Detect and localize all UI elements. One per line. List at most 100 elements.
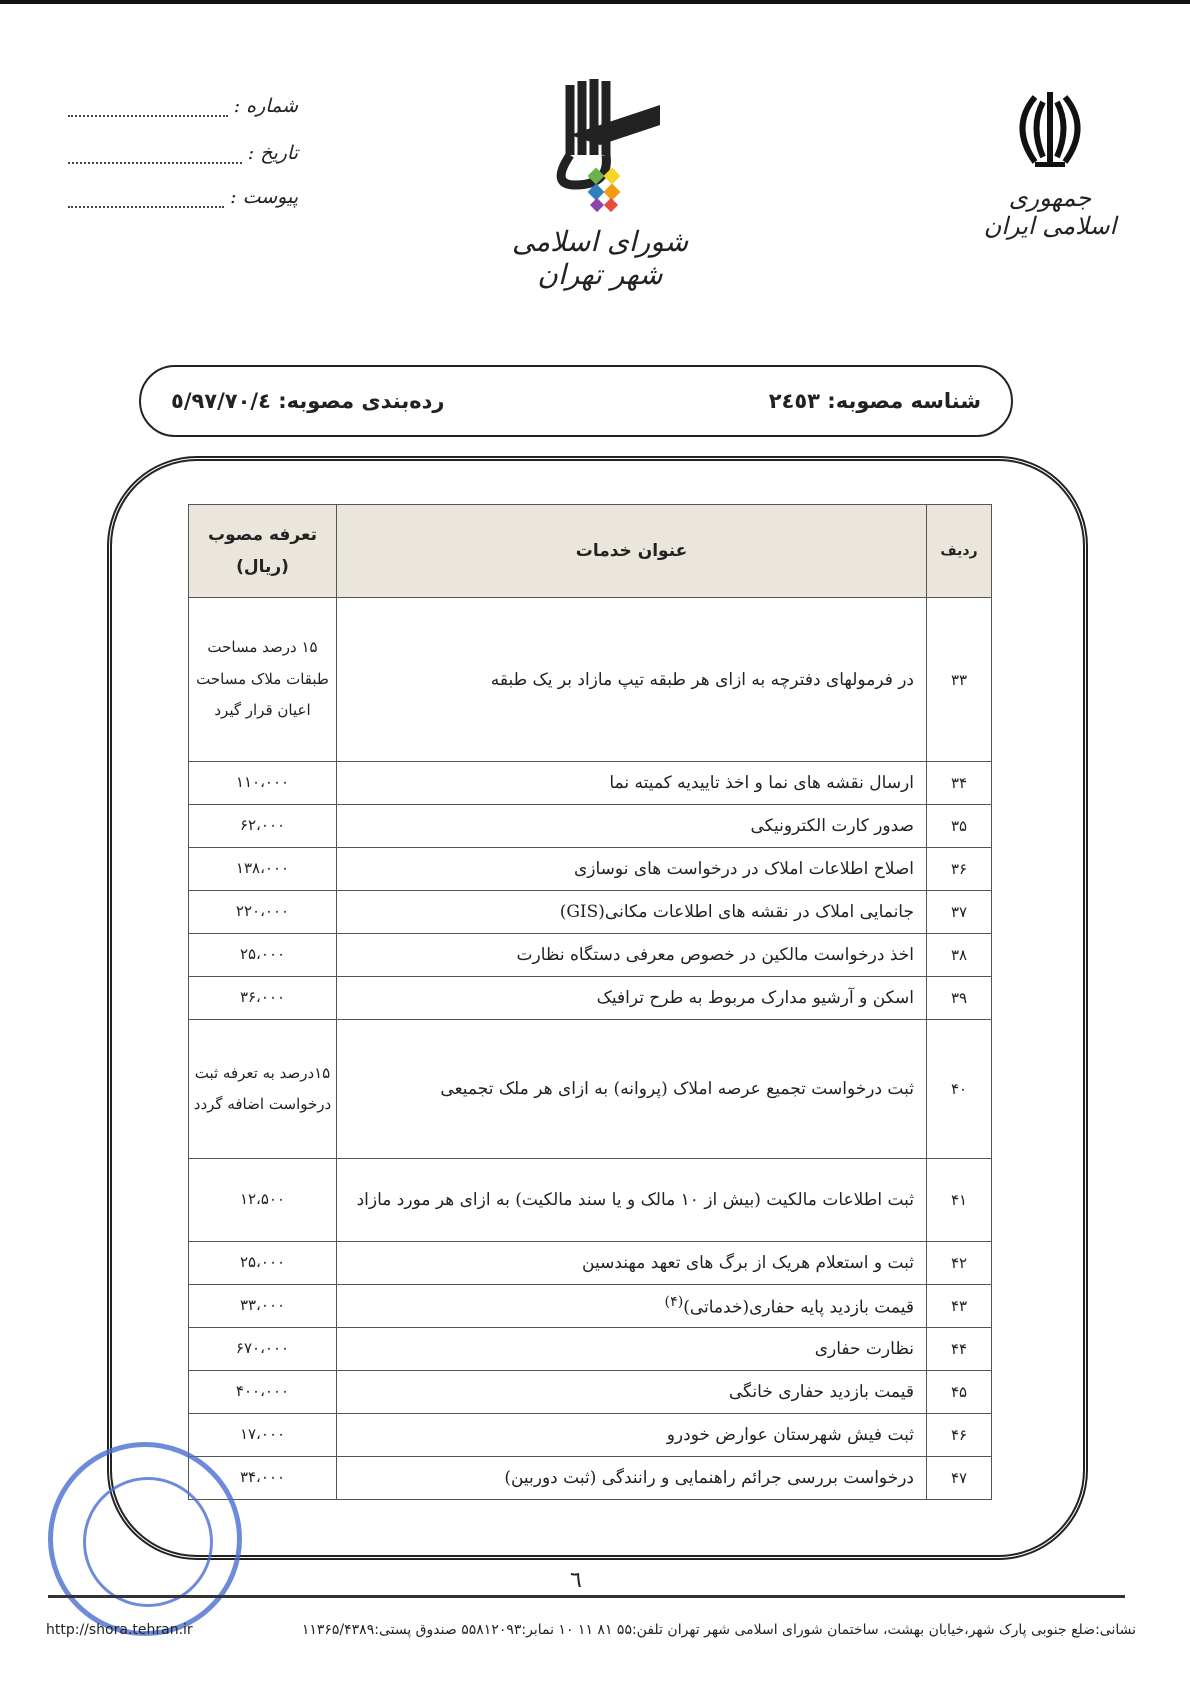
service-text: ثبت اطلاعات مالکیت (بیش از ۱۰ مالک و یا … (356, 1190, 914, 1210)
resolution-id: شناسه مصوبه: ۲٤٥۳ (768, 389, 981, 413)
date-label: تاریخ : (247, 142, 298, 164)
service-text: درخواست بررسی جرائم راهنمایی و رانندگی (… (504, 1468, 914, 1488)
table-row: ۴۲ ثبت و استعلام هریک از برگ های تعهد مه… (188, 1241, 992, 1285)
council-logo-icon (556, 79, 660, 213)
footer-address: نشانی:ضلع جنوبی پارک شهر،خیابان بهشت، سا… (301, 1622, 1136, 1638)
row-number: ۴۶ (926, 1413, 992, 1457)
service-text: در فرمولهای دفترچه به ازای هر طبقه تیپ م… (490, 669, 914, 690)
service-text: قیمت بازدید پایه حفاری(خدماتی) (683, 1297, 914, 1318)
approved-fee: ۲۲۰،۰۰۰ (188, 890, 337, 934)
service-title: قیمت بازدید حفاری خانگی (336, 1370, 927, 1414)
logo-caption: شورای اسلامی شهر تهران (511, 225, 689, 291)
service-title: ثبت فیش شهرستان عوارض خودرو (336, 1413, 927, 1457)
table-row: ۳۵ صدور کارت الکترونیکی ۶۲،۰۰۰ (188, 804, 992, 848)
tariff-table: ردیف عنوان خدمات تعرفه مصوب (ریال) ۳۳ در… (188, 504, 992, 1500)
footer-divider (48, 1595, 1125, 1598)
service-text: اسکن و آرشیو مدارک مربوط به طرح ترافیک (596, 988, 914, 1008)
date-field: تاریخ : (68, 142, 298, 164)
service-text: ثبت درخواست تجمیع عرصه املاک (پروانه) به… (440, 1079, 914, 1099)
service-title: ثبت و استعلام هریک از برگ های تعهد مهندس… (336, 1241, 927, 1285)
service-title: نظارت حفاری (336, 1327, 927, 1371)
footer-url[interactable]: http://shora.tehran.ir (46, 1622, 193, 1638)
table-row: ۴۱ ثبت اطلاعات مالکیت (بیش از ۱۰ مالک و … (188, 1158, 992, 1242)
number-field: شماره : (68, 95, 298, 117)
date-blank (68, 150, 242, 164)
council-stamp (48, 1442, 242, 1636)
table-row: ۳۹ اسکن و آرشیو مدارک مربوط به طرح ترافی… (188, 976, 992, 1020)
resolution-classification: رده‌بندی مصوبه: ٥/۹۷/۷۰/٤ (171, 389, 445, 413)
service-text: نظارت حفاری (814, 1339, 914, 1359)
table-row: ۴۰ ثبت درخواست تجمیع عرصه املاک (پروانه)… (188, 1019, 992, 1159)
approved-fee: ۱۵درصد به تعرفه ثبت درخواست اضافه گردد (188, 1019, 337, 1159)
service-title: صدور کارت الکترونیکی (336, 804, 927, 848)
service-title: ثبت اطلاعات مالکیت (بیش از ۱۰ مالک و یا … (336, 1158, 927, 1242)
approved-fee: ۱۷،۰۰۰ (188, 1413, 337, 1457)
table-row: ۳۴ ارسال نقشه های نما و اخذ تاییدیه کمیت… (188, 761, 992, 805)
service-text: صدور کارت الکترونیکی (750, 816, 914, 836)
row-number: ۳۵ (926, 804, 992, 848)
service-text: ثبت و استعلام هریک از برگ های تعهد مهندس… (582, 1253, 914, 1273)
table-row: ۳۷ جانمایی املاک در نقشه های اطلاعات مکا… (188, 890, 992, 934)
table-row: ۴۳ قیمت بازدید پایه حفاری(خدماتی)(۴) ۳۳،… (188, 1284, 992, 1328)
service-text: جانمایی املاک در نقشه های اطلاعات مکانی(… (559, 902, 914, 922)
approved-fee: ۳۶،۰۰۰ (188, 976, 337, 1020)
footer: نشانی:ضلع جنوبی پارک شهر،خیابان بهشت، سا… (46, 1622, 1136, 1638)
service-title: جانمایی املاک در نقشه های اطلاعات مکانی(… (336, 890, 927, 934)
emblem-icon (1019, 92, 1081, 167)
col-approved-fee: تعرفه مصوب (ریال) (188, 504, 337, 598)
number-blank (68, 103, 228, 117)
service-text: ثبت فیش شهرستان عوارض خودرو (666, 1425, 914, 1445)
approved-fee: ۲۵،۰۰۰ (188, 1241, 337, 1285)
row-number: ۴۱ (926, 1158, 992, 1242)
col-service-title: عنوان خدمات (336, 504, 927, 598)
footnote-ref: (۴) (664, 1294, 684, 1311)
row-number: ۳۷ (926, 890, 992, 934)
row-number: ۴۰ (926, 1019, 992, 1159)
approved-fee: ۶۲،۰۰۰ (188, 804, 337, 848)
attachment-blank (68, 194, 225, 208)
service-title: اخذ درخواست مالکین در خصوص معرفی دستگاه … (336, 933, 927, 977)
approved-fee: ۳۳،۰۰۰ (188, 1284, 337, 1328)
row-number: ۳۳ (926, 597, 992, 762)
service-text: اخذ درخواست مالکین در خصوص معرفی دستگاه … (516, 945, 914, 965)
row-number: ۴۷ (926, 1456, 992, 1500)
table-row: ۴۷ درخواست بررسی جرائم راهنمایی و رانندگ… (188, 1456, 992, 1500)
table-row: ۴۴ نظارت حفاری ۶۷۰،۰۰۰ (188, 1327, 992, 1371)
approved-fee: ۴۰۰،۰۰۰ (188, 1370, 337, 1414)
service-title: ارسال نقشه های نما و اخذ تاییدیه کمیته ن… (336, 761, 927, 805)
page-number: ٦ (570, 1568, 582, 1593)
service-text: قیمت بازدید حفاری خانگی (728, 1382, 914, 1402)
service-title: ثبت درخواست تجمیع عرصه املاک (پروانه) به… (336, 1019, 927, 1159)
row-number: ۴۲ (926, 1241, 992, 1285)
row-number: ۳۹ (926, 976, 992, 1020)
col-row-number: ردیف (926, 504, 992, 598)
row-number: ۴۵ (926, 1370, 992, 1414)
approved-fee: ۱۵ درصد مساحت طبقات ملاک مساحت اعیان قرا… (188, 597, 337, 762)
table-row: ۴۵ قیمت بازدید حفاری خانگی ۴۰۰،۰۰۰ (188, 1370, 992, 1414)
table-row: ۴۶ ثبت فیش شهرستان عوارض خودرو ۱۷،۰۰۰ (188, 1413, 992, 1457)
approved-fee: ۱۳۸،۰۰۰ (188, 847, 337, 891)
emblem-caption: جمهوری اسلامی ایران (983, 184, 1117, 240)
row-number: ۳۸ (926, 933, 992, 977)
approved-fee: ۶۷۰،۰۰۰ (188, 1327, 337, 1371)
approved-fee: ۱۲،۵۰۰ (188, 1158, 337, 1242)
table-frame (107, 456, 1088, 1560)
row-number: ۴۳ (926, 1284, 992, 1328)
service-text: اصلاح اطلاعات املاک در درخواست های نوساز… (573, 859, 914, 879)
row-number: ۳۶ (926, 847, 992, 891)
service-title: اسکن و آرشیو مدارک مربوط به طرح ترافیک (336, 976, 927, 1020)
attachment-field: پیوست : (68, 186, 298, 208)
attachment-label: پیوست : (230, 186, 298, 208)
row-number: ۴۴ (926, 1327, 992, 1371)
service-title: قیمت بازدید پایه حفاری(خدماتی)(۴) (336, 1284, 927, 1328)
top-border (0, 0, 1190, 4)
iran-emblem: جمهوری اسلامی ایران (975, 82, 1125, 240)
table-row: ۳۸ اخذ درخواست مالکین در خصوص معرفی دستگ… (188, 933, 992, 977)
service-title: درخواست بررسی جرائم راهنمایی و رانندگی (… (336, 1456, 927, 1500)
council-logo: شورای اسلامی شهر تهران (500, 75, 700, 291)
table-row: ۳۳ در فرمولهای دفترچه به ازای هر طبقه تی… (188, 597, 992, 762)
approved-fee: ۱۱۰،۰۰۰ (188, 761, 337, 805)
resolution-info-box: شناسه مصوبه: ۲٤٥۳ رده‌بندی مصوبه: ٥/۹۷/۷… (139, 365, 1013, 437)
approved-fee: ۲۵،۰۰۰ (188, 933, 337, 977)
number-label: شماره : (233, 95, 298, 117)
